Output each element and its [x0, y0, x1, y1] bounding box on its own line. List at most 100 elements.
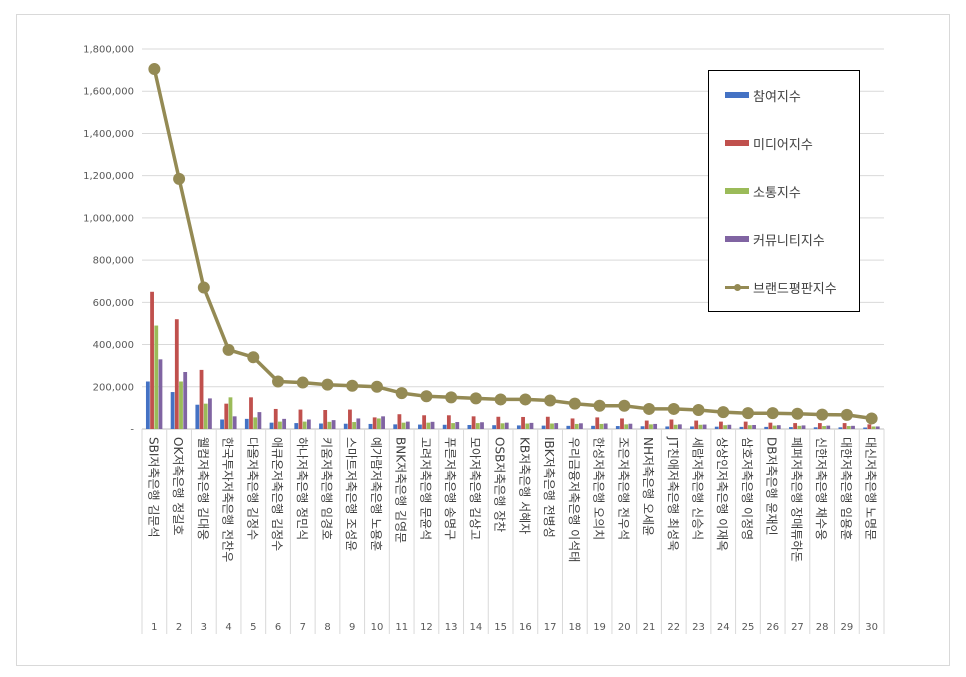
bar-소통지수 — [327, 421, 332, 429]
legend-label: 미디어지수 — [753, 137, 813, 153]
legend-swatch — [725, 140, 749, 146]
point-브랜드평판지수 — [148, 63, 161, 76]
category-label: DB저축은행 윤재인 — [765, 437, 780, 536]
bar-소통지수 — [401, 422, 406, 429]
point-브랜드평판지수 — [766, 407, 779, 420]
bar-미디어지수 — [595, 417, 600, 429]
bar-미디어지수 — [842, 423, 847, 429]
bar-참여지수 — [220, 419, 224, 429]
point-브랜드평판지수 — [296, 376, 309, 389]
bar-참여지수 — [690, 426, 694, 429]
point-브랜드평판지수 — [321, 378, 334, 391]
category-label: 웰컴저축은행 김대웅 — [196, 437, 211, 540]
bar-미디어지수 — [496, 416, 501, 429]
bar-소통지수 — [871, 426, 876, 429]
bar-소통지수 — [376, 418, 381, 429]
y-tick-label: 600,000 — [93, 298, 134, 309]
bar-커뮤니티지수 — [554, 423, 559, 429]
bar-미디어지수 — [620, 418, 624, 429]
point-브랜드평판지수 — [692, 404, 705, 416]
bar-미디어지수 — [570, 418, 575, 429]
category-label: SBI저축은행 김문석 — [146, 437, 161, 537]
category-label: 대신저축은행 노명문 — [864, 437, 879, 540]
point-브랜드평판지수 — [272, 375, 285, 388]
bar-참여지수 — [541, 425, 546, 429]
bar-참여지수 — [813, 427, 818, 429]
bar-참여지수 — [492, 425, 497, 429]
point-브랜드평판지수 — [865, 412, 878, 425]
bar-미디어지수 — [273, 408, 278, 429]
rank-label: 26 — [766, 622, 779, 633]
category-label: 조은저축은행 전우석 — [616, 437, 631, 540]
bar-커뮤니티지수 — [430, 421, 435, 429]
rank-label: 18 — [568, 622, 581, 633]
rank-label: 4 — [225, 622, 231, 633]
category-label: IBK저축은행 전병성 — [542, 437, 557, 538]
bar-소통지수 — [698, 424, 703, 429]
bar-소통지수 — [846, 426, 851, 429]
bar-커뮤니티지수 — [677, 424, 682, 429]
bar-커뮤니티지수 — [603, 423, 608, 429]
bar-커뮤니티지수 — [306, 419, 311, 429]
bar-참여지수 — [714, 426, 719, 429]
rank-label: 19 — [593, 622, 606, 633]
rank-label: 17 — [544, 622, 557, 633]
bar-참여지수 — [244, 418, 249, 429]
y-tick-label: 1,000,000 — [83, 213, 134, 224]
bar-커뮤니티지수 — [628, 423, 633, 429]
bar-소통지수 — [673, 424, 678, 429]
y-tick-label: 400,000 — [93, 340, 134, 351]
point-브랜드평판지수 — [247, 351, 260, 364]
rank-label: 13 — [445, 622, 458, 633]
bar-소통지수 — [624, 424, 629, 429]
bar-커뮤니티지수 — [752, 424, 756, 429]
bar-커뮤니티지수 — [381, 416, 385, 429]
category-label: 세람저축은행 신승식 — [691, 437, 706, 540]
bar-커뮤니티지수 — [776, 425, 781, 429]
y-tick-label: 1,600,000 — [83, 87, 134, 98]
category-label: NH저축은행 오세윤 — [641, 437, 656, 536]
bar-커뮤니티지수 — [875, 426, 880, 429]
bar-참여지수 — [516, 425, 521, 429]
legend-swatch — [725, 236, 749, 242]
rank-label: 2 — [176, 622, 182, 633]
bar-미디어지수 — [867, 424, 872, 429]
bar-커뮤니티지수 — [480, 422, 484, 429]
bar-미디어지수 — [768, 422, 773, 429]
point-브랜드평판지수 — [370, 380, 383, 393]
rank-label: 1 — [151, 622, 157, 633]
rank-label: 21 — [643, 622, 656, 633]
bar-커뮤니티지수 — [801, 425, 806, 429]
bar-참여지수 — [195, 404, 200, 429]
legend-label: 브랜드평판지수 — [753, 281, 837, 297]
bar-참여지수 — [789, 427, 793, 429]
bar-커뮤니티지수 — [826, 425, 831, 429]
point-브랜드평판지수 — [791, 407, 804, 420]
rank-label: 16 — [519, 622, 532, 633]
category-label: 우리금융저축은행 이석태 — [567, 437, 582, 562]
bar-참여지수 — [418, 424, 422, 429]
category-label: 고려저축은행 문윤석 — [418, 437, 433, 540]
point-브랜드평판지수 — [494, 393, 507, 406]
point-브랜드평판지수 — [395, 387, 408, 400]
bar-미디어지수 — [817, 423, 822, 429]
bar-커뮤니티지수 — [356, 418, 361, 429]
bars — [145, 291, 880, 429]
rank-label: 12 — [420, 622, 433, 633]
bar-참여지수 — [294, 423, 299, 429]
y-tick-label: 800,000 — [93, 256, 134, 267]
bar-미디어지수 — [199, 369, 204, 429]
bar-소통지수 — [525, 423, 530, 429]
point-브랜드평판지수 — [618, 399, 631, 412]
bar-미디어지수 — [174, 319, 179, 429]
bar-참여지수 — [170, 392, 175, 429]
bar-소통지수 — [649, 424, 653, 429]
category-label: 애큐온저축은행 김정수 — [270, 437, 285, 551]
y-tick-label: 1,200,000 — [83, 171, 134, 182]
y-tick-label: 1,400,000 — [83, 129, 134, 140]
rank-label: 5 — [250, 622, 256, 633]
bar-커뮤니티지수 — [702, 424, 707, 429]
category-label: 삼호저축은행 이정영 — [740, 437, 755, 540]
legend: 참여지수 미디어지수 소통지수 커뮤니티지수 브랜드평판지수 — [708, 70, 860, 312]
legend-swatch — [725, 188, 749, 194]
